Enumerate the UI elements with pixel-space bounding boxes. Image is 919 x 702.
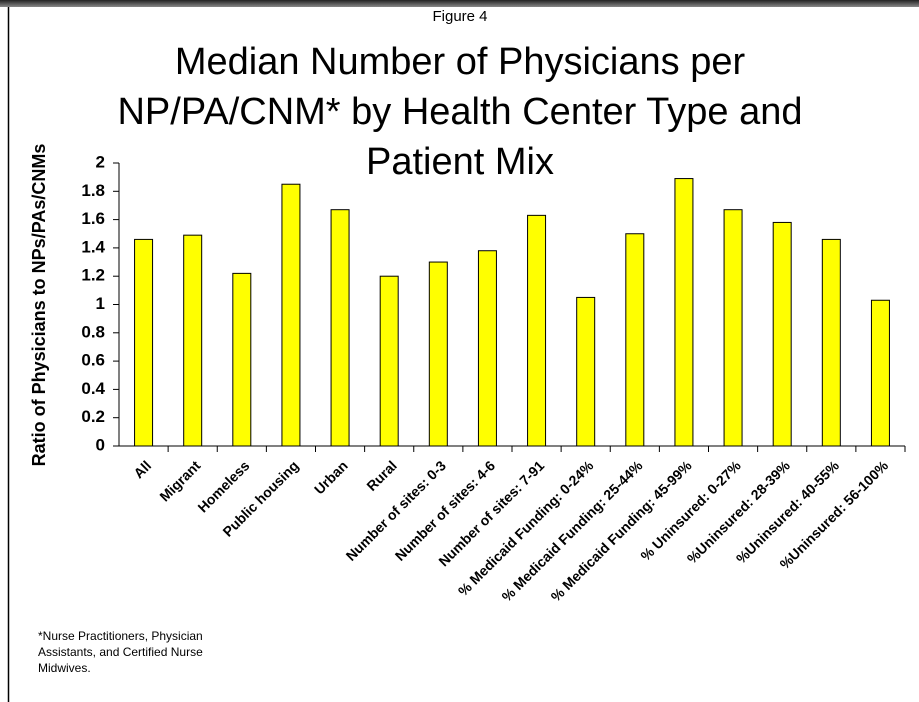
bar xyxy=(625,233,645,447)
x-tick-label: Rural xyxy=(363,457,400,494)
y-tick-label: 0 xyxy=(96,435,105,454)
y-axis-label: Ratio of Physicians to NPs/PAs/CNMs xyxy=(29,144,49,467)
bar xyxy=(723,209,743,447)
y-tick-label: 0.2 xyxy=(81,407,105,426)
y-tick-label: 2 xyxy=(96,152,105,171)
chart-title: Median Number of Physicians per xyxy=(175,41,746,83)
y-tick-label: 1.6 xyxy=(81,209,105,228)
x-tick-label: Migrant xyxy=(156,457,203,504)
chart-title: Patient Mix xyxy=(366,141,554,183)
y-tick-label: 1.4 xyxy=(81,237,105,256)
bar xyxy=(576,296,596,447)
bar xyxy=(330,209,350,447)
x-tick-label: Urban xyxy=(311,457,351,497)
bar xyxy=(232,272,252,447)
bar xyxy=(281,183,301,447)
x-tick-label: All xyxy=(130,457,154,481)
chart-title: NP/PA/CNM* by Health Center Type and xyxy=(117,91,802,133)
y-tick-label: 0.6 xyxy=(81,351,105,370)
bar xyxy=(428,261,448,447)
bar xyxy=(183,234,203,447)
bar xyxy=(772,221,792,447)
bar xyxy=(674,178,694,447)
y-tick-label: 1 xyxy=(96,294,105,313)
y-tick-label: 1.2 xyxy=(81,266,105,285)
bar xyxy=(134,238,154,447)
top-bar xyxy=(0,0,919,7)
y-tick-label: 0.4 xyxy=(81,379,105,398)
bar xyxy=(527,214,547,447)
footnote: *Nurse Practitioners, Physician xyxy=(38,629,203,643)
bar xyxy=(821,238,841,447)
figure-label: Figure 4 xyxy=(432,8,487,25)
y-tick-label: 0.8 xyxy=(81,322,105,341)
footnote: Assistants, and Certified Nurse xyxy=(38,645,203,659)
y-tick-label: 1.8 xyxy=(81,181,105,200)
bar xyxy=(870,299,890,447)
bar xyxy=(477,250,497,447)
footnote: Midwives. xyxy=(38,661,91,675)
bar xyxy=(379,275,399,447)
